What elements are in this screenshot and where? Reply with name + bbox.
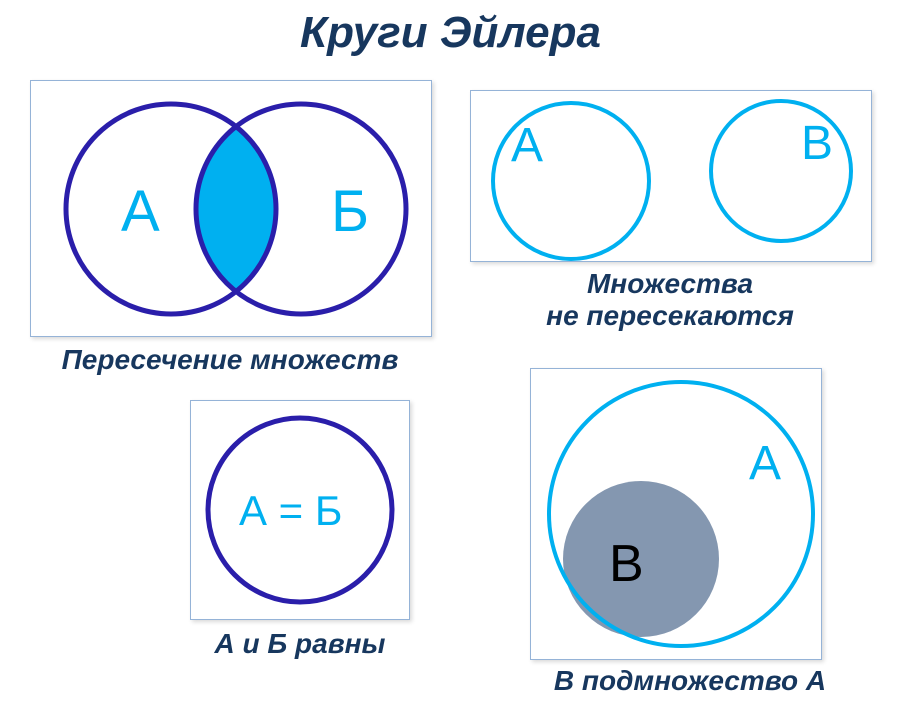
page-title: Круги Эйлера — [0, 0, 901, 58]
label-b: В — [801, 117, 833, 170]
venn-intersection: А Б — [31, 81, 431, 336]
label-a: А — [749, 437, 781, 490]
label-ab: А = Б — [239, 487, 342, 534]
venn-equal: А = Б — [191, 401, 409, 619]
label-b: В — [609, 535, 644, 593]
panel-subset: А В — [530, 368, 822, 660]
label-a: А — [121, 179, 160, 244]
caption-intersection: Пересечение множеств — [30, 344, 430, 376]
panel-equal: А = Б — [190, 400, 410, 620]
panel-intersection: А Б — [30, 80, 432, 337]
panel-disjoint: А В — [470, 90, 872, 262]
caption-disjoint: Множестване пересекаются — [470, 268, 870, 332]
caption-subset: В подмножество А — [500, 665, 880, 697]
venn-subset: А В — [531, 369, 821, 659]
label-b: Б — [331, 179, 369, 244]
caption-equal: А и Б равны — [150, 628, 450, 660]
label-a: А — [511, 119, 543, 172]
venn-disjoint: А В — [471, 91, 871, 261]
